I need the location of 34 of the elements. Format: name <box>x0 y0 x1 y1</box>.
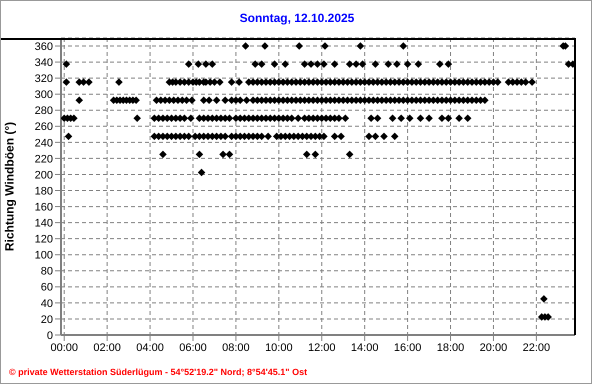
x-tick-label: 22:00 <box>522 342 550 354</box>
y-tick-label: 20 <box>40 314 53 326</box>
y-tick-label: 60 <box>40 282 53 294</box>
x-tick-label: 14:00 <box>350 342 378 354</box>
chart-title: Sonntag, 12.10.2025 <box>238 11 356 25</box>
x-tick-label: 00:00 <box>50 342 78 354</box>
y-tick-label: 80 <box>40 266 53 278</box>
y-tick-label: 40 <box>40 298 53 310</box>
x-tick-label: 18:00 <box>436 342 464 354</box>
y-tick-label: 0 <box>46 330 53 342</box>
text: © private Wetterstation Süderlügum - 54°52'19.2" Nord; 8°54'45.1" Ost <box>9 367 308 377</box>
x-tick-label: 06:00 <box>179 342 207 354</box>
y-tick-label: 160 <box>34 201 53 214</box>
x-tick-label: 02:00 <box>93 342 121 354</box>
y-tick-label: 200 <box>34 169 53 182</box>
y-tick-label: 320 <box>34 73 53 86</box>
y-tick-label: 360 <box>34 40 53 53</box>
y-tick-label: 120 <box>34 234 53 246</box>
y-tick-label: 180 <box>34 185 53 198</box>
y-tick-label: 300 <box>34 89 53 102</box>
x-tick-label: 04:00 <box>136 342 164 354</box>
y-tick-label: 140 <box>34 218 53 230</box>
y-tick-label: 340 <box>34 56 53 69</box>
x-tick-label: 08:00 <box>222 342 250 354</box>
y-tick-label: 240 <box>34 137 53 150</box>
x-tick-label: 10:00 <box>265 342 293 354</box>
x-tick-label: 12:00 <box>308 342 336 354</box>
y-axis-title: Richtung Windböen (°) <box>2 122 16 252</box>
y-tick-label: 260 <box>34 121 53 134</box>
y-tick-label: 100 <box>34 250 53 262</box>
x-tick-label: 20:00 <box>480 342 508 354</box>
y-tick-label: 220 <box>34 153 53 166</box>
y-tick-label: 280 <box>34 105 53 118</box>
x-tick-label: 16:00 <box>394 342 422 354</box>
